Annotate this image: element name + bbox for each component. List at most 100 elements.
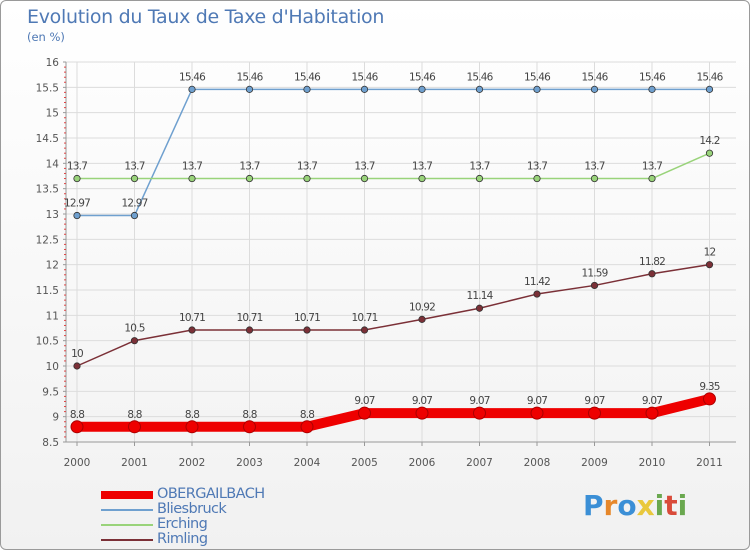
data-label-bliesbruck: 15.46 (179, 71, 206, 83)
y-tick-label: 13.5 (36, 184, 59, 196)
x-tick-label: 2000 (64, 457, 91, 469)
y-tick-label: 15 (46, 108, 59, 120)
data-label-erching: 13.7 (642, 161, 662, 173)
data-point-obergailbach (70, 420, 84, 434)
data-point-erching (360, 174, 369, 183)
chart-title: Evolution du Taux de Taxe d'Habitation (27, 6, 385, 28)
data-point-erching (130, 174, 139, 183)
data-point-erching (418, 174, 426, 183)
data-point-erching (303, 174, 311, 183)
data-label-obergailbach: 8.8 (242, 409, 256, 421)
y-tick-label: 14.5 (36, 133, 59, 145)
data-label-erching: 13.7 (527, 161, 547, 173)
data-label-rimling: 11.82 (639, 256, 665, 268)
data-label-erching: 14.2 (699, 135, 719, 147)
x-tick-label: 2003 (236, 457, 263, 469)
data-point-rimling (418, 315, 426, 323)
data-point-bliesbruck (590, 85, 599, 93)
data-label-obergailbach: 9.07 (642, 395, 662, 407)
x-tick-label: 2009 (581, 457, 608, 469)
logo-letter: i (654, 489, 665, 522)
data-label-obergailbach: 8.8 (127, 409, 141, 421)
data-point-erching (245, 174, 254, 183)
data-label-obergailbach: 9.07 (584, 395, 604, 407)
data-label-obergailbach: 8.8 (185, 409, 199, 421)
data-point-bliesbruck (303, 85, 311, 93)
series-line-erching (76, 152, 711, 180)
chart-unit-label: (en %) (27, 30, 65, 44)
data-label-obergailbach: 9.07 (412, 395, 432, 407)
data-point-erching (188, 174, 196, 183)
x-tick-label: 2004 (294, 457, 321, 469)
data-point-bliesbruck (73, 211, 81, 220)
data-label-bliesbruck: 15.46 (351, 71, 378, 83)
data-label-bliesbruck: 15.46 (236, 71, 263, 83)
logo-letter: x (636, 489, 655, 522)
data-point-bliesbruck (188, 85, 196, 93)
data-label-bliesbruck: 15.46 (696, 71, 723, 83)
data-point-obergailbach (530, 406, 544, 420)
x-tick-label: 2008 (524, 457, 551, 469)
legend-label-bliesbruck: Bliesbruck (157, 501, 227, 517)
data-point-erching (475, 174, 484, 183)
x-tick-label: 2001 (121, 457, 148, 469)
data-point-rimling (130, 337, 139, 345)
data-point-erching (590, 174, 599, 183)
data-label-bliesbruck: 15.46 (466, 71, 493, 83)
data-label-bliesbruck: 15.46 (524, 71, 551, 83)
y-tick-label: 8.5 (42, 437, 59, 449)
data-point-obergailbach (473, 406, 486, 420)
logo-letter: i (677, 489, 688, 522)
x-tick-label: 2011 (696, 457, 723, 469)
data-label-rimling: 11.14 (466, 290, 493, 302)
y-tick-label: 10.5 (36, 336, 59, 348)
data-label-erching: 13.7 (182, 161, 202, 173)
data-point-bliesbruck (648, 85, 656, 93)
data-point-rimling (188, 326, 196, 334)
data-point-bliesbruck (533, 85, 541, 93)
data-label-obergailbach: 9.07 (354, 395, 374, 407)
data-label-rimling: 11.59 (581, 267, 607, 279)
data-label-obergailbach: 9.07 (527, 395, 547, 407)
data-label-rimling: 11.42 (524, 276, 550, 288)
series-line-bliesbruck (76, 88, 711, 217)
data-label-obergailbach: 9.07 (469, 395, 489, 407)
data-label-erching: 13.7 (354, 161, 374, 173)
data-point-bliesbruck (360, 85, 369, 93)
data-point-obergailbach (358, 406, 371, 420)
data-label-erching: 13.7 (469, 161, 489, 173)
data-label-rimling: 10.71 (294, 312, 320, 324)
logo-letter: r (603, 489, 618, 522)
data-point-erching (705, 149, 714, 157)
logo-letter: t (664, 489, 678, 522)
data-label-bliesbruck: 15.46 (639, 71, 666, 83)
data-label-rimling: 10.71 (179, 312, 205, 324)
data-point-rimling (245, 326, 254, 334)
data-label-rimling: 10.71 (351, 312, 377, 324)
series-line-obergailbach (72, 393, 715, 432)
data-point-rimling (475, 304, 484, 312)
data-point-bliesbruck (418, 85, 426, 93)
data-label-bliesbruck: 12.97 (121, 198, 147, 210)
y-tick-label: 13 (46, 209, 59, 221)
x-tick-label: 2005 (351, 457, 378, 469)
data-point-obergailbach (415, 406, 429, 420)
x-tick-label: 2010 (639, 457, 666, 469)
data-label-rimling: 10.5 (124, 323, 144, 335)
y-tick-label: 9 (52, 412, 59, 424)
data-label-erching: 13.7 (67, 161, 87, 173)
legend-swatch-bliesbruck (101, 509, 153, 511)
data-point-bliesbruck (475, 85, 484, 93)
data-label-bliesbruck: 15.46 (294, 71, 321, 83)
legend-label-erching: Erching (157, 516, 208, 532)
y-tick-label: 10 (46, 361, 59, 373)
data-point-rimling (73, 362, 81, 370)
data-label-obergailbach: 8.8 (70, 409, 84, 421)
data-point-bliesbruck (705, 85, 714, 93)
y-tick-label: 12 (46, 260, 59, 272)
data-label-erching: 13.7 (412, 161, 432, 173)
y-tick-label: 14 (46, 158, 60, 170)
data-point-erching (533, 174, 541, 183)
x-tick-label: 2007 (466, 457, 493, 469)
data-point-rimling (705, 261, 714, 269)
